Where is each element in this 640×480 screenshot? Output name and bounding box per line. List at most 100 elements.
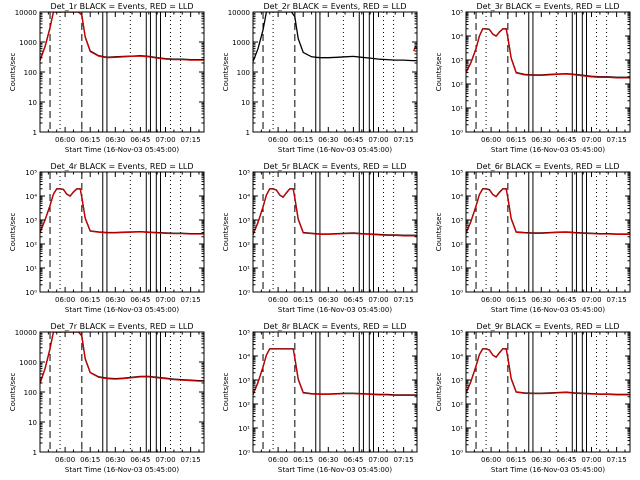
y-tick-label: 10¹	[25, 265, 37, 273]
y-tick-label: 10¹	[451, 105, 463, 113]
y-tick-label: 10³	[25, 217, 37, 225]
y-axis-label: Counts/sec	[222, 373, 230, 412]
y-axis-label: Counts/sec	[435, 213, 443, 252]
y-tick-label: 10⁴	[451, 193, 463, 201]
y-tick-label: 10⁴	[238, 193, 250, 201]
x-axis-label: Start Time (16-Nov-03 05:45:00)	[491, 146, 605, 154]
x-tick-label: 07:15	[607, 456, 627, 464]
y-tick-label: 100	[24, 69, 37, 77]
x-tick-label: 06:45	[556, 456, 576, 464]
x-tick-label: 07:00	[581, 136, 601, 144]
x-tick-label: 07:15	[394, 456, 414, 464]
y-tick-label: 10⁴	[25, 193, 37, 201]
x-tick-label: 06:30	[318, 136, 338, 144]
detector-panel: 10⁰ 10¹ 10² 10³ 10⁴ 10⁵ 06:00 06:15 06:30 06:45 07…	[435, 2, 631, 154]
y-tick-label: 10000	[15, 329, 37, 337]
x-tick-label: 07:00	[155, 296, 175, 304]
y-tick-label: 10³	[451, 377, 463, 385]
x-tick-label: 07:15	[181, 136, 201, 144]
panel-title: Det_2r BLACK = Events, RED = LLD	[263, 2, 406, 11]
detector-panel: 10⁰ 10¹ 10² 10³ 10⁴ 10⁵ 06:00 06:15 06:30 06:45 07…	[9, 162, 205, 314]
x-tick-label: 06:00	[55, 296, 75, 304]
y-axis-label: Counts/sec	[435, 53, 443, 92]
y-tick-label: 10²	[238, 241, 250, 249]
y-axis-label: Counts/sec	[222, 53, 230, 92]
y-tick-label: 10²	[238, 401, 250, 409]
y-tick-label: 1	[246, 129, 250, 137]
y-tick-label: 10⁵	[238, 329, 250, 337]
y-tick-label: 100	[237, 69, 250, 77]
panel-title: Det_1r BLACK = Events, RED = LLD	[50, 2, 193, 11]
detector-panel: 1 10 100 1000 10000 06:00 06:15 06:30 06:45 07:00…	[9, 322, 205, 474]
y-tick-label: 10⁰	[451, 449, 463, 457]
x-tick-label: 06:15	[80, 296, 100, 304]
y-tick-label: 10³	[238, 217, 250, 225]
y-tick-label: 1000	[232, 39, 250, 47]
y-tick-label: 10⁰	[238, 449, 250, 457]
y-tick-label: 1000	[19, 359, 37, 367]
plot-frame	[465, 171, 631, 293]
y-tick-label: 10⁵	[25, 169, 37, 177]
x-tick-label: 07:00	[155, 136, 175, 144]
x-tick-label: 07:00	[368, 456, 388, 464]
y-axis-label: Counts/sec	[435, 373, 443, 412]
x-axis-label: Start Time (16-Nov-03 05:45:00)	[278, 466, 392, 474]
detector-panel: 10⁰ 10¹ 10² 10³ 10⁴ 10⁵ 06:00 06:15 06:30 06:45 07…	[222, 162, 418, 314]
y-tick-label: 10	[28, 419, 37, 427]
y-tick-label: 10	[28, 99, 37, 107]
y-tick-label: 10⁵	[238, 169, 250, 177]
detector-panel: 10⁰ 10¹ 10² 10³ 10⁴ 10⁵ 06:00 06:15 06:30 06:45 07…	[435, 162, 631, 314]
y-tick-label: 10³	[238, 377, 250, 385]
y-tick-label: 10000	[228, 9, 250, 17]
lld-series-line	[466, 28, 630, 79]
y-tick-label: 10⁰	[238, 289, 250, 297]
y-tick-label: 10³	[451, 217, 463, 225]
y-tick-label: 10⁰	[451, 289, 463, 297]
y-tick-label: 10¹	[238, 265, 250, 273]
x-tick-label: 06:30	[531, 456, 551, 464]
panel-title: Det_4r BLACK = Events, RED = LLD	[50, 162, 193, 171]
x-tick-label: 06:45	[343, 136, 363, 144]
x-tick-label: 06:45	[556, 136, 576, 144]
detector-panel: 10⁰ 10¹ 10² 10³ 10⁴ 10⁵ 06:00 06:15 06:30 06:45 07…	[435, 322, 631, 474]
x-tick-label: 06:00	[55, 456, 75, 464]
x-tick-label: 07:15	[607, 296, 627, 304]
x-tick-label: 06:30	[531, 136, 551, 144]
x-tick-label: 06:45	[130, 296, 150, 304]
lld-series-line	[466, 348, 630, 396]
x-tick-label: 07:00	[368, 136, 388, 144]
y-tick-label: 1000	[19, 39, 37, 47]
plot-frame	[252, 171, 418, 293]
x-tick-label: 06:15	[506, 136, 526, 144]
x-tick-label: 07:00	[155, 456, 175, 464]
y-tick-label: 10⁵	[451, 169, 463, 177]
x-tick-label: 06:30	[105, 456, 125, 464]
y-tick-label: 10²	[451, 81, 463, 89]
x-axis-label: Start Time (16-Nov-03 05:45:00)	[278, 146, 392, 154]
detector-panel: 1 10 100 1000 10000 06:00 06:15 06:30 06:45 07:00…	[222, 2, 418, 154]
lld-series-line	[466, 188, 630, 236]
plot-frame	[465, 331, 631, 453]
x-axis-label: Start Time (16-Nov-03 05:45:00)	[65, 306, 179, 314]
y-tick-label: 10	[241, 99, 250, 107]
detector-panel: 10⁰ 10¹ 10² 10³ 10⁴ 10⁵ 06:00 06:15 06:30 06:45 07…	[222, 322, 418, 474]
y-axis-label: Counts/sec	[9, 53, 17, 92]
y-tick-label: 10⁵	[451, 329, 463, 337]
plot-frame	[252, 331, 418, 453]
x-tick-label: 06:00	[268, 136, 288, 144]
panel-title: Det_5r BLACK = Events, RED = LLD	[263, 162, 406, 171]
x-tick-label: 06:30	[318, 296, 338, 304]
x-tick-label: 07:00	[581, 296, 601, 304]
x-tick-label: 06:30	[531, 296, 551, 304]
x-tick-label: 06:00	[481, 296, 501, 304]
x-axis-label: Start Time (16-Nov-03 05:45:00)	[65, 466, 179, 474]
y-tick-label: 10⁴	[451, 33, 463, 41]
lld-series-line	[253, 348, 417, 396]
y-tick-label: 10²	[25, 241, 37, 249]
y-tick-label: 10¹	[451, 425, 463, 433]
x-axis-label: Start Time (16-Nov-03 05:45:00)	[278, 306, 392, 314]
x-tick-label: 06:15	[293, 456, 313, 464]
y-tick-label: 100	[24, 389, 37, 397]
x-tick-label: 07:15	[607, 136, 627, 144]
y-tick-label: 10²	[451, 401, 463, 409]
